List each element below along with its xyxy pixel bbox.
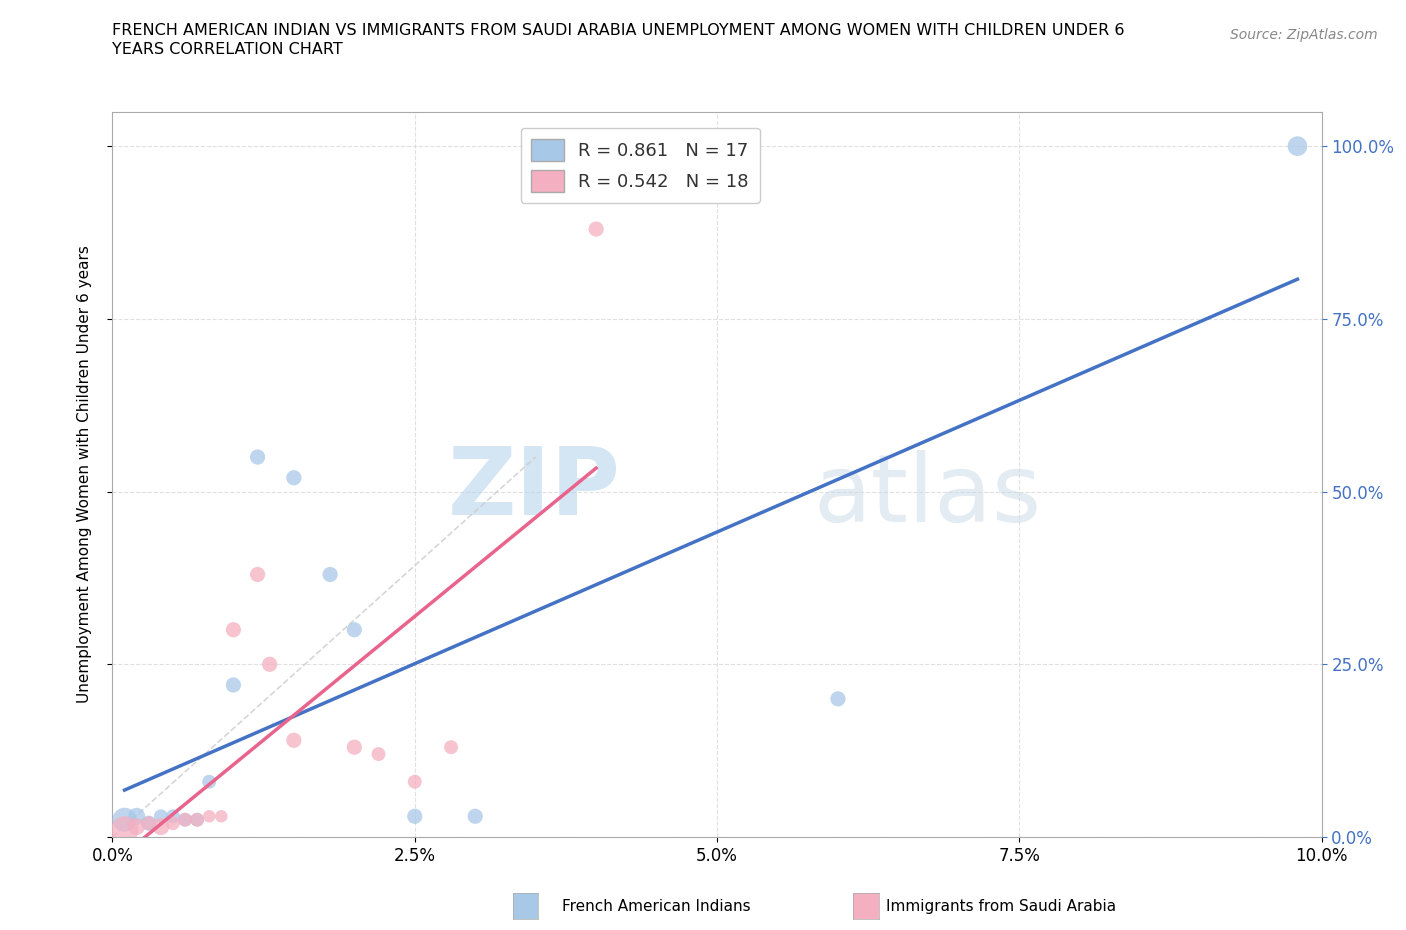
Point bbox=[464, 809, 486, 824]
Point bbox=[283, 471, 305, 485]
Point bbox=[259, 657, 281, 671]
Point bbox=[222, 622, 245, 637]
Point bbox=[162, 809, 184, 824]
Point bbox=[222, 678, 245, 693]
Point bbox=[319, 567, 342, 582]
Point bbox=[404, 775, 426, 790]
Point bbox=[174, 812, 197, 827]
Text: Source: ZipAtlas.com: Source: ZipAtlas.com bbox=[1230, 28, 1378, 42]
Point bbox=[246, 567, 269, 582]
Point bbox=[343, 739, 366, 754]
Point bbox=[174, 812, 197, 827]
Text: atlas: atlas bbox=[814, 450, 1042, 542]
Point bbox=[162, 816, 184, 830]
Point bbox=[186, 812, 208, 827]
Y-axis label: Unemployment Among Women with Children Under 6 years: Unemployment Among Women with Children U… bbox=[77, 246, 91, 703]
Point bbox=[138, 816, 160, 830]
Point bbox=[585, 221, 607, 236]
Point bbox=[246, 449, 269, 464]
Point bbox=[283, 733, 305, 748]
Point bbox=[125, 819, 148, 834]
Point bbox=[125, 809, 148, 824]
Text: French American Indians: French American Indians bbox=[562, 899, 751, 914]
Point bbox=[1286, 139, 1309, 153]
Point bbox=[440, 739, 463, 754]
Text: ZIP: ZIP bbox=[447, 443, 620, 535]
Point bbox=[209, 809, 232, 824]
Text: YEARS CORRELATION CHART: YEARS CORRELATION CHART bbox=[112, 42, 343, 57]
Point bbox=[114, 823, 136, 838]
Point bbox=[404, 809, 426, 824]
Text: Immigrants from Saudi Arabia: Immigrants from Saudi Arabia bbox=[886, 899, 1116, 914]
Legend: R = 0.861   N = 17, R = 0.542   N = 18: R = 0.861 N = 17, R = 0.542 N = 18 bbox=[520, 128, 759, 203]
Point bbox=[827, 691, 849, 706]
Point bbox=[186, 812, 208, 827]
Point bbox=[198, 809, 221, 824]
Point bbox=[343, 622, 366, 637]
Point bbox=[367, 747, 389, 762]
Point bbox=[198, 775, 221, 790]
Point bbox=[149, 819, 172, 834]
Point bbox=[138, 816, 160, 830]
Point bbox=[114, 812, 136, 827]
Text: FRENCH AMERICAN INDIAN VS IMMIGRANTS FROM SAUDI ARABIA UNEMPLOYMENT AMONG WOMEN : FRENCH AMERICAN INDIAN VS IMMIGRANTS FRO… bbox=[112, 23, 1125, 38]
Point bbox=[149, 809, 172, 824]
